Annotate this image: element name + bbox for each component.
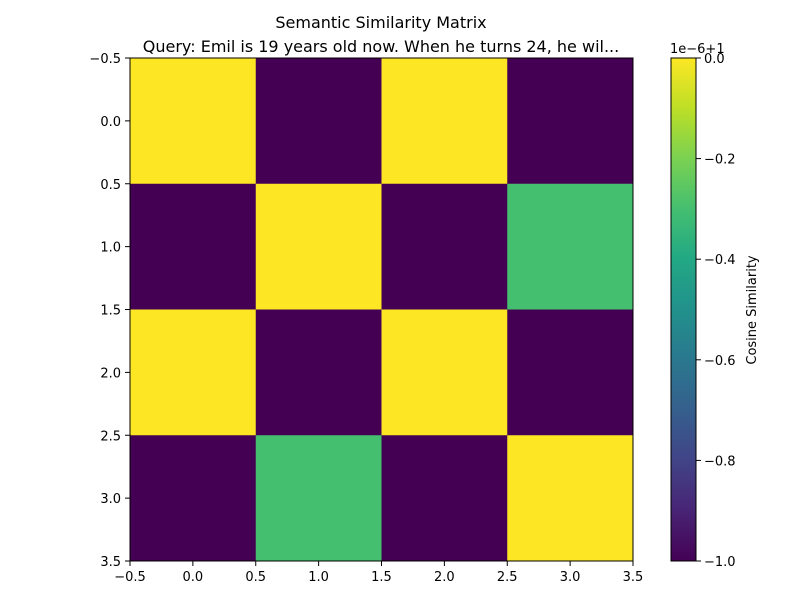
colorbar bbox=[670, 57, 697, 562]
y-tick-label: 1.5 bbox=[100, 304, 121, 319]
y-tick-label: 0.0 bbox=[100, 115, 121, 130]
heatmap-cell-3-1 bbox=[255, 435, 382, 562]
heatmap-cell-1-1 bbox=[255, 183, 382, 310]
x-axis: −0.5 0.0 0.5 1.0 1.5 2.0 2.5 3.0 3.5 bbox=[114, 561, 643, 585]
y-tick-label: −0.5 bbox=[89, 52, 121, 67]
x-tick-label: 2.5 bbox=[497, 570, 518, 585]
colorbar-tick-label: −0.4 bbox=[704, 253, 736, 268]
heatmap-cell-2-3 bbox=[507, 309, 634, 436]
heatmap-cell-0-2 bbox=[381, 58, 508, 185]
heatmap-cell-2-2 bbox=[381, 309, 508, 436]
heatmap-cell-1-3 bbox=[507, 183, 634, 310]
x-tick-label: 1.5 bbox=[371, 570, 392, 585]
heatmap-cell-0-0 bbox=[130, 58, 257, 185]
heatmap-cell-0-1 bbox=[255, 58, 382, 185]
heatmap-cell-0-3 bbox=[507, 58, 634, 185]
y-tick-label: 2.5 bbox=[100, 429, 121, 444]
x-tick-label: 0.5 bbox=[245, 570, 266, 585]
colorbar-tick-label: −1.0 bbox=[704, 555, 736, 570]
heatmap-cell-2-0 bbox=[130, 309, 257, 436]
y-tick-label: 0.5 bbox=[100, 178, 121, 193]
colorbar-offset-label: 1e−6+1 bbox=[670, 42, 725, 57]
x-tick-label: 3.0 bbox=[560, 570, 581, 585]
colorbar-tick-label: 0.0 bbox=[704, 52, 725, 67]
colorbar-tick-label: −0.6 bbox=[704, 354, 736, 369]
x-tick-label: 0.0 bbox=[183, 570, 204, 585]
y-tick-label: 3.5 bbox=[100, 555, 121, 570]
y-axis: −0.5 0.0 0.5 1.0 1.5 2.0 2.5 3.0 3.5 bbox=[89, 52, 130, 570]
x-tick-label: 1.0 bbox=[308, 570, 329, 585]
heatmap-cell-3-2 bbox=[381, 435, 508, 562]
colorbar-tick-label: −0.8 bbox=[704, 454, 736, 469]
chart-title: Semantic Similarity Matrix bbox=[275, 13, 486, 32]
y-tick-label: 2.0 bbox=[100, 366, 121, 381]
x-tick-label: 2.0 bbox=[434, 570, 455, 585]
heatmap-cells bbox=[130, 58, 634, 562]
heatmap-cell-3-0 bbox=[130, 435, 257, 562]
heatmap-cell-1-0 bbox=[130, 183, 257, 310]
x-tick-label: 3.5 bbox=[623, 570, 644, 585]
colorbar-axis: 0.0 −0.2 −0.4 −0.6 −0.8 −1.0 bbox=[696, 52, 736, 570]
heatmap-cell-2-1 bbox=[255, 309, 382, 436]
colorbar-label: Cosine Similarity bbox=[745, 255, 760, 365]
heatmap-cell-1-2 bbox=[381, 183, 508, 310]
chart-subtitle: Query: Emil is 19 years old now. When he… bbox=[143, 37, 619, 56]
colorbar-tick-label: −0.2 bbox=[704, 153, 736, 168]
y-tick-label: 1.0 bbox=[100, 241, 121, 256]
heatmap-cell-3-3 bbox=[507, 435, 634, 562]
x-tick-label: −0.5 bbox=[114, 570, 146, 585]
y-tick-label: 3.0 bbox=[100, 492, 121, 507]
